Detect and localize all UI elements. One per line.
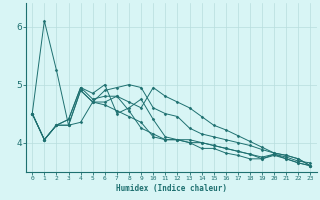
X-axis label: Humidex (Indice chaleur): Humidex (Indice chaleur): [116, 184, 227, 193]
